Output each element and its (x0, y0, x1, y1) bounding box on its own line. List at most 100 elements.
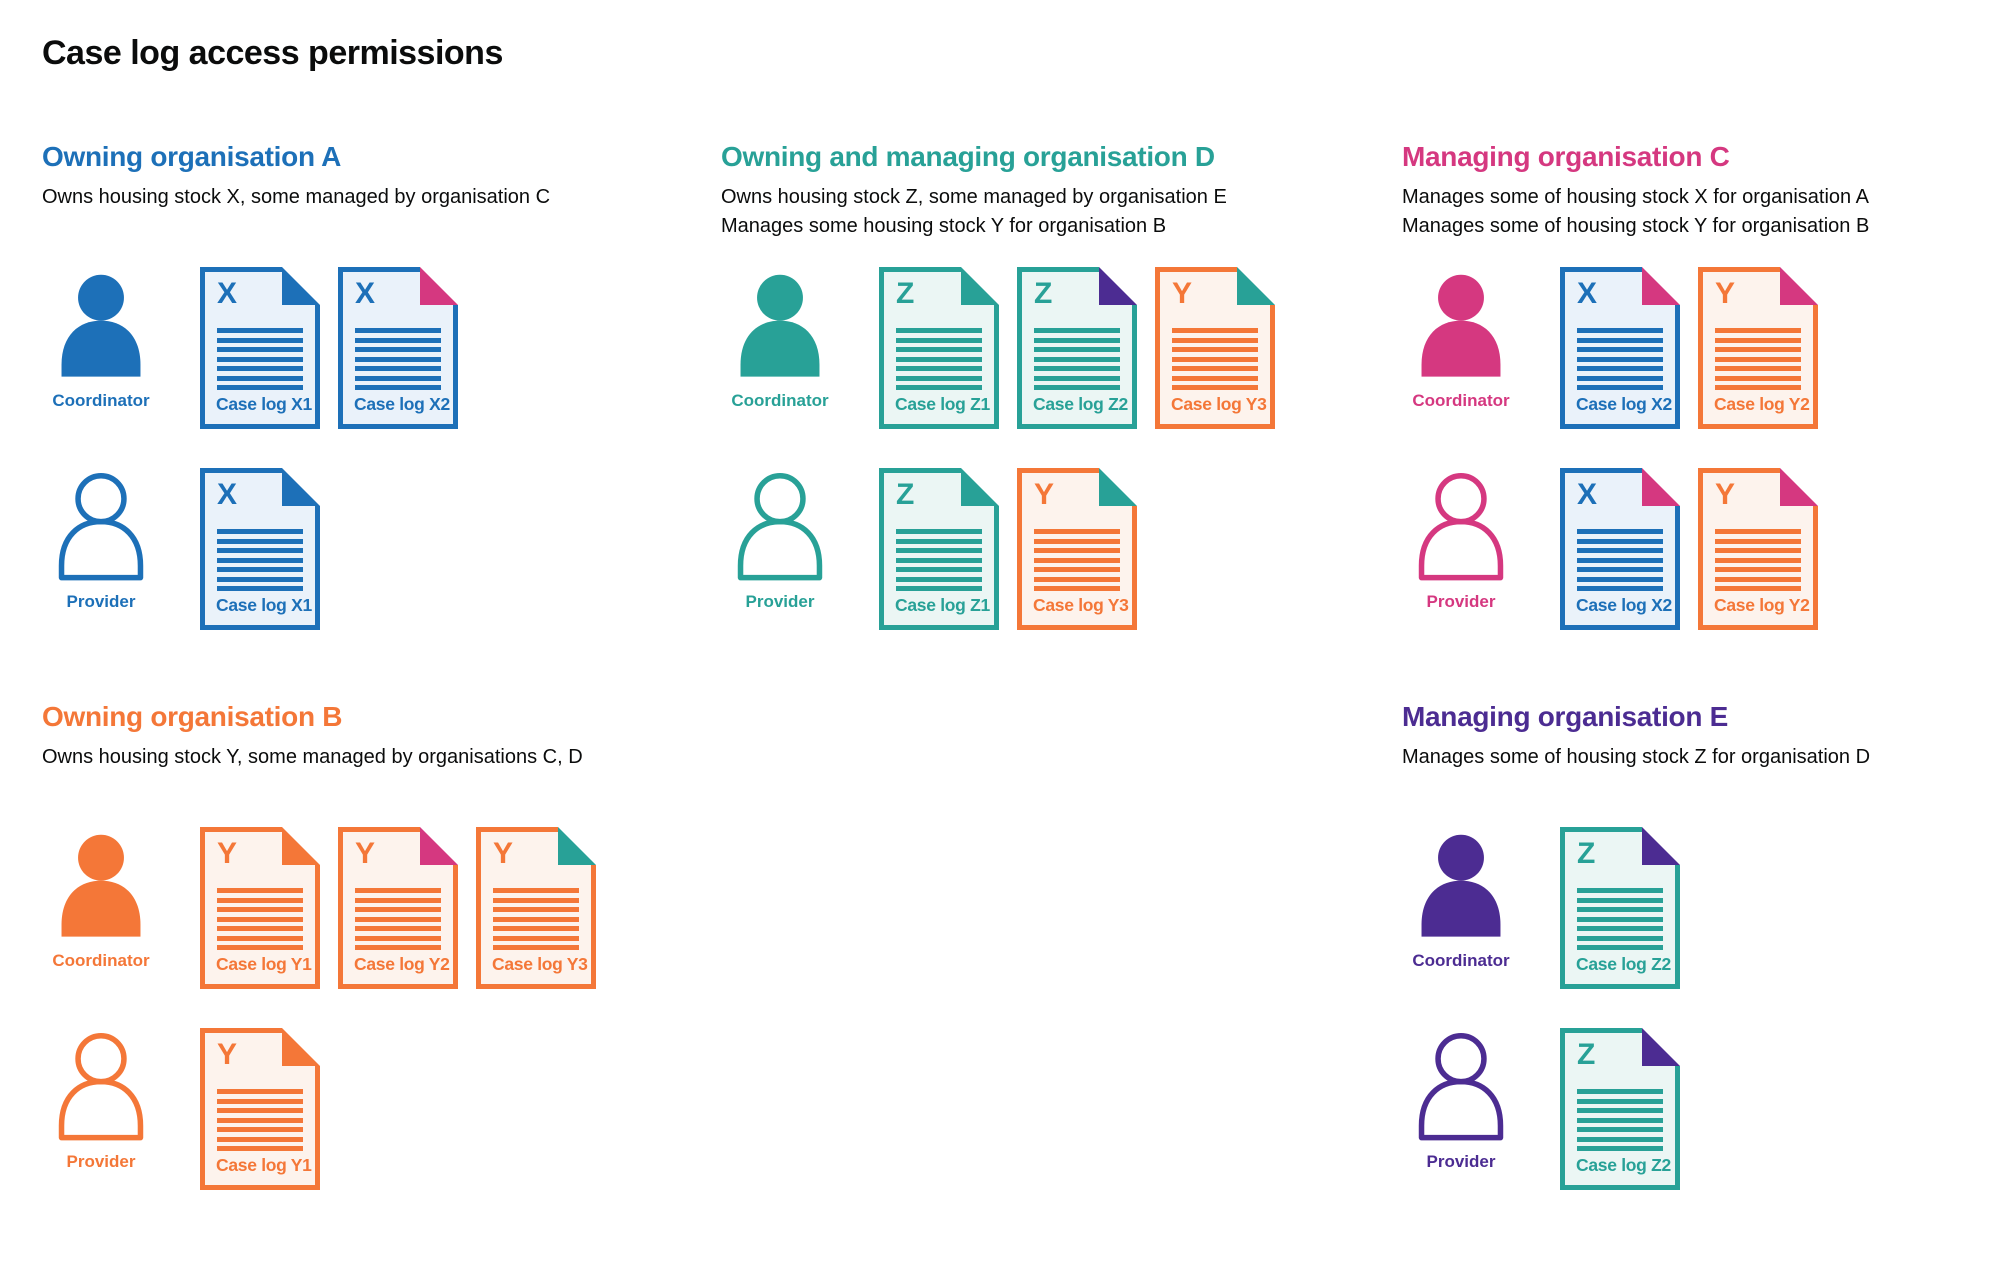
doc-text-lines (1577, 888, 1663, 955)
doc-text-line (217, 1146, 303, 1151)
section-description: Manages some of housing stock X for orga… (1402, 183, 1869, 245)
doc-text-line (896, 385, 982, 390)
doc-text-line (217, 935, 303, 941)
section-description: Owns housing stock Z, some managed by or… (721, 183, 1275, 245)
doc-text-line (896, 538, 982, 544)
person-block: Provider (1402, 468, 1520, 612)
doc-stock-letter: Z (1577, 837, 1596, 870)
doc-cut-corner (1780, 468, 1818, 506)
section-title: Owning organisation A (42, 141, 342, 172)
doc-text-line (1577, 1089, 1663, 1094)
doc-text-line (1034, 366, 1120, 371)
doc-text-line (1577, 916, 1663, 922)
doc-text-line (217, 916, 303, 922)
doc-text-lines (1034, 328, 1120, 395)
doc-text-lines (217, 1089, 303, 1156)
doc-fold-corner-icon (1642, 1028, 1680, 1066)
doc-text-line (217, 945, 303, 950)
doc-text-line (1577, 385, 1663, 390)
doc-text-line (1577, 557, 1663, 563)
doc-text-line (1172, 328, 1258, 333)
doc-label: Case log X2 (1576, 394, 1672, 414)
doc-label: Case log X2 (354, 394, 450, 414)
doc-text-line (217, 926, 303, 931)
doc-fold-corner-icon (282, 468, 320, 506)
doc-text-line (1577, 366, 1663, 371)
doc-stock-letter: Z (896, 478, 915, 511)
person-role-label: Coordinator (1412, 951, 1510, 970)
doc-stock-letter: X (1577, 478, 1598, 511)
doc-text-lines (1715, 529, 1801, 596)
doc-text-line (493, 888, 579, 893)
doc-text-line (355, 337, 441, 343)
doc-cut-corner (1642, 827, 1680, 865)
provider-person-icon (1415, 468, 1507, 585)
doc-text-line (355, 385, 441, 390)
doc-text-line (896, 347, 982, 352)
doc-text-line (1715, 586, 1801, 591)
doc-text-line (1577, 935, 1663, 941)
doc-text-line (1715, 328, 1801, 333)
doc-cut-corner (420, 827, 458, 865)
case-log-document: Y Case log Y3 (476, 827, 596, 989)
person-block: Provider (721, 468, 839, 612)
doc-cut-corner (1099, 267, 1137, 305)
coordinator-person-icon (55, 267, 147, 384)
doc-label: Case log X1 (216, 595, 312, 615)
doc-fold-corner-icon (961, 468, 999, 506)
doc-cut-corner (558, 827, 596, 865)
doc-text-line (1715, 356, 1801, 362)
section-managing-org-e: Managing organisation E Manages some of h… (1402, 700, 1870, 1190)
person-role-label: Provider (1426, 592, 1496, 611)
doc-stock-letter: X (217, 478, 238, 511)
doc-text-line (355, 916, 441, 922)
doc-text-lines (217, 529, 303, 596)
doc-label: Case log Y2 (354, 954, 450, 974)
doc-list: Z Case log Z1 Z Case log Z2 Y Case log Y3 (879, 267, 1275, 429)
doc-text-lines (1172, 328, 1258, 395)
case-log-document: Y Case log Y1 (200, 827, 320, 989)
doc-text-line (217, 1089, 303, 1094)
doc-text-line (217, 1117, 303, 1123)
coordinator-person-icon (1415, 267, 1507, 384)
section-owning-org-a: Owning organisation A Owns housing stock … (42, 140, 550, 630)
doc-text-line (1577, 888, 1663, 893)
doc-fold-corner-icon (420, 827, 458, 865)
doc-text-line (1172, 337, 1258, 343)
case-log-document: X Case log X2 (1560, 267, 1680, 429)
doc-text-line (217, 337, 303, 343)
doc-text-line (896, 328, 982, 333)
doc-text-line (217, 1127, 303, 1132)
case-log-document: Y Case log Y3 (1155, 267, 1275, 429)
person-block: Coordinator (721, 267, 839, 411)
doc-cut-corner (282, 468, 320, 506)
doc-text-line (493, 897, 579, 903)
section-description: Owns housing stock Y, some managed by or… (42, 743, 596, 805)
doc-text-line (1577, 347, 1663, 352)
doc-text-line (1172, 356, 1258, 362)
coordinator-person-icon (1415, 827, 1507, 944)
person-block: Provider (1402, 1028, 1520, 1172)
doc-text-line (217, 538, 303, 544)
doc-label: Case log Y3 (1171, 394, 1267, 414)
section-description-line: Manages some of housing stock Z for orga… (1402, 746, 1871, 768)
doc-text-line (355, 328, 441, 333)
doc-text-line (1577, 576, 1663, 582)
section-owning-managing-org-d: Owning and managing organisation D Owns h… (721, 140, 1275, 630)
case-log-document: Y Case log Y2 (338, 827, 458, 989)
person-block: Provider (42, 468, 160, 612)
doc-text-line (1034, 529, 1120, 534)
section-title: Owning organisation B (42, 701, 343, 732)
doc-text-line (1172, 375, 1258, 381)
doc-cut-corner (282, 1028, 320, 1066)
doc-text-line (896, 576, 982, 582)
doc-fold-corner-icon (1642, 827, 1680, 865)
doc-stock-letter: Z (1577, 1038, 1596, 1071)
doc-text-line (355, 347, 441, 352)
coordinator-person-icon (55, 827, 147, 944)
doc-text-line (1577, 375, 1663, 381)
doc-text-line (355, 375, 441, 381)
doc-text-line (1577, 945, 1663, 950)
doc-fold-corner-icon (282, 1028, 320, 1066)
doc-text-lines (217, 328, 303, 395)
